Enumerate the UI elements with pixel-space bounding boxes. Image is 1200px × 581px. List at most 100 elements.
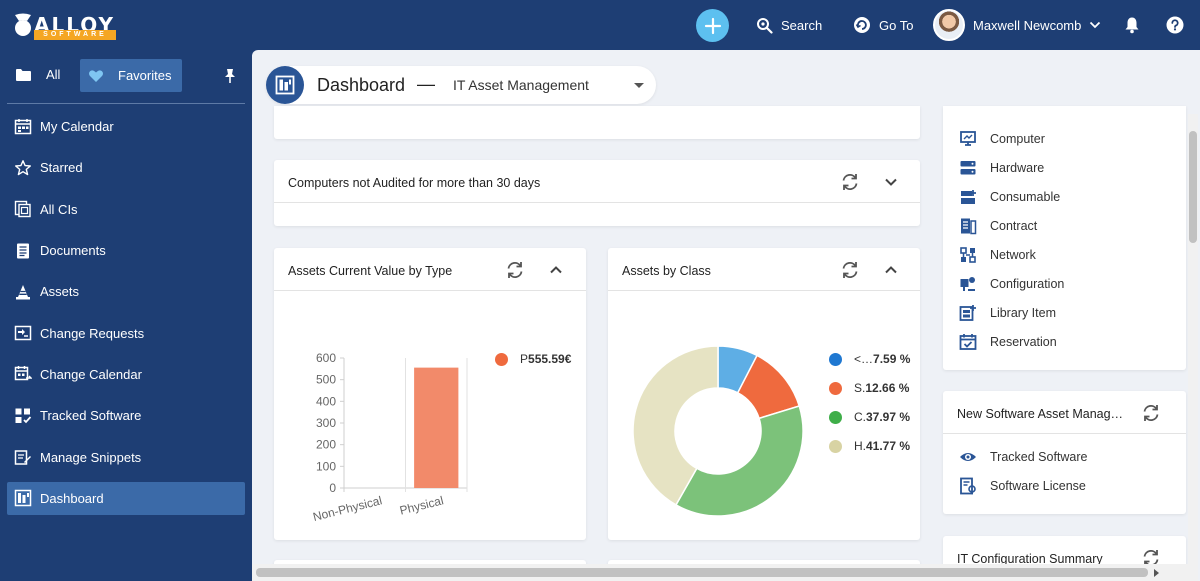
software-license-icon	[960, 477, 976, 494]
favorites-tab[interactable]: Favorites	[80, 59, 182, 92]
sidebar: All Favorites My Calendar Starred All CI…	[0, 50, 252, 581]
scrollbar-thumb[interactable]	[256, 568, 1148, 577]
legend-label: H.	[854, 439, 866, 453]
refresh-button[interactable]	[1140, 402, 1162, 424]
sidebar-item-label: All CIs	[40, 201, 78, 217]
sidebar-item-manage-snippets[interactable]: Manage Snippets	[7, 436, 245, 477]
sidebar-item-starred[interactable]: Starred	[7, 147, 245, 188]
refresh-button[interactable]	[839, 259, 861, 281]
donut-slice[interactable]	[674, 405, 804, 517]
widget-assets-value-by-type: Assets Current Value by Type 0 100 200 300 4…	[274, 248, 586, 540]
refresh-button[interactable]	[504, 259, 526, 281]
donut-legend-item[interactable]: H. 41.77 %	[829, 439, 920, 453]
widget-header: Assets by Class	[608, 248, 920, 291]
document-icon	[17, 243, 29, 259]
scroll-right-icon[interactable]	[1154, 569, 1159, 577]
help-button[interactable]	[1166, 14, 1192, 36]
sidebar-item-tracked-software[interactable]: Tracked Software	[7, 395, 245, 436]
widget-title: IT Configuration Summary	[957, 552, 1103, 566]
bar-legend-item[interactable]: P 555.59€	[495, 352, 580, 366]
y-tick-label: 300	[316, 416, 336, 430]
page-title: Dashboard	[317, 75, 406, 95]
refresh-button[interactable]	[839, 171, 861, 193]
y-tick-label: 0	[329, 481, 336, 495]
sidebar-item-assets[interactable]: Assets	[7, 271, 245, 312]
link-consumable[interactable]: Consumable	[959, 182, 1064, 211]
donut-legend-item[interactable]: C. 37.97 %	[829, 410, 920, 424]
search-icon	[757, 17, 773, 34]
goto-button[interactable]: Go To	[853, 14, 913, 36]
sidebar-item-documents[interactable]: Documents	[7, 230, 245, 271]
link-label: Reservation	[990, 334, 1057, 349]
search-button[interactable]: Search	[756, 14, 822, 36]
x-tick-label: Non-Physical	[311, 493, 383, 524]
software-links-list: Tracked Software Software License	[959, 442, 1088, 500]
quick-links-list: Computer Hardware Consumable Contract Networ…	[959, 124, 1064, 356]
link-reservation[interactable]: Reservation	[959, 327, 1064, 356]
scrollbar-thumb[interactable]	[1189, 131, 1197, 243]
collapse-button[interactable]	[880, 171, 902, 193]
sidebar-item-label: Assets	[40, 284, 80, 300]
sidebar-item-dashboard[interactable]: Dashboard	[7, 481, 245, 515]
network-icon	[960, 246, 976, 263]
dashboard-icon	[275, 75, 295, 95]
bar[interactable]	[414, 367, 459, 488]
sidebar-item-change-calendar[interactable]: Change Calendar	[7, 354, 245, 395]
hardware-icon	[960, 160, 976, 174]
favorites-toggle: All Favorites	[7, 59, 245, 93]
sidebar-item-all-cis[interactable]: All CIs	[7, 189, 245, 230]
notifications-button[interactable]	[1124, 14, 1148, 36]
contract-icon	[961, 218, 977, 234]
sidebar-item-label: Tracked Software	[40, 408, 142, 424]
folder-icon	[16, 68, 31, 81]
sidebar-item-my-calendar[interactable]: My Calendar	[7, 106, 245, 147]
assets-cone-icon	[16, 284, 30, 300]
change-calendar-icon	[14, 366, 32, 381]
change-requests-icon	[14, 325, 32, 341]
dashboard-selector[interactable]: IT Asset Management	[453, 77, 589, 93]
vertical-scrollbar[interactable]	[1188, 114, 1198, 581]
y-tick-label: 500	[316, 373, 336, 387]
link-tracked-software[interactable]: Tracked Software	[959, 442, 1088, 471]
refresh-icon	[507, 262, 523, 278]
add-button[interactable]	[696, 9, 729, 42]
expand-button[interactable]	[545, 259, 567, 281]
library-item-icon	[959, 304, 976, 321]
reservation-icon	[959, 333, 977, 350]
x-tick-label: Physical	[398, 493, 445, 517]
widget-computers-not-audited: Computers not Audited for more than 30 d…	[274, 160, 920, 226]
link-library-item[interactable]: Library Item	[959, 298, 1064, 327]
link-hardware[interactable]: Hardware	[959, 153, 1064, 182]
link-software-license[interactable]: Software License	[959, 471, 1088, 500]
dashboard-header-icon	[266, 66, 304, 104]
legend-label: P	[520, 352, 529, 366]
caret-down-icon[interactable]	[634, 83, 644, 88]
expand-button[interactable]	[880, 259, 902, 281]
user-menu[interactable]: Maxwell Newcomb	[933, 9, 1101, 41]
donut-legend-item[interactable]: <… 7.59 %	[829, 352, 927, 366]
link-computer[interactable]: Computer	[959, 124, 1064, 153]
widget-title: Computers not Audited for more than 30 d…	[288, 176, 541, 190]
legend-swatch	[829, 439, 842, 453]
link-network[interactable]: Network	[959, 240, 1064, 269]
eye-icon	[960, 452, 976, 461]
alloy-logo[interactable]: ALLOY SOFTWARE	[12, 10, 122, 42]
chevron-down-icon	[1090, 21, 1101, 29]
donut-slice[interactable]	[632, 345, 719, 506]
link-configuration[interactable]: Configuration	[959, 269, 1064, 298]
pin-icon[interactable]	[223, 68, 237, 84]
link-label: Tracked Software	[990, 449, 1088, 464]
top-bar: ALLOY SOFTWARE Search Go To Maxwell Newc…	[0, 0, 1200, 50]
link-label: Consumable	[990, 189, 1061, 204]
donut-legend-item[interactable]: S. 12.66 %	[829, 381, 919, 395]
link-label: Hardware	[990, 160, 1045, 175]
all-tab[interactable]: All	[15, 67, 60, 82]
help-icon	[1166, 16, 1184, 34]
link-contract[interactable]: Contract	[959, 211, 1064, 240]
chevron-up-icon	[550, 266, 562, 274]
legend-swatch	[829, 381, 842, 395]
sidebar-item-change-requests[interactable]: Change Requests	[7, 312, 245, 353]
configuration-icon	[960, 276, 975, 291]
goto-icon	[854, 17, 870, 33]
horizontal-scrollbar[interactable]	[252, 564, 1188, 581]
